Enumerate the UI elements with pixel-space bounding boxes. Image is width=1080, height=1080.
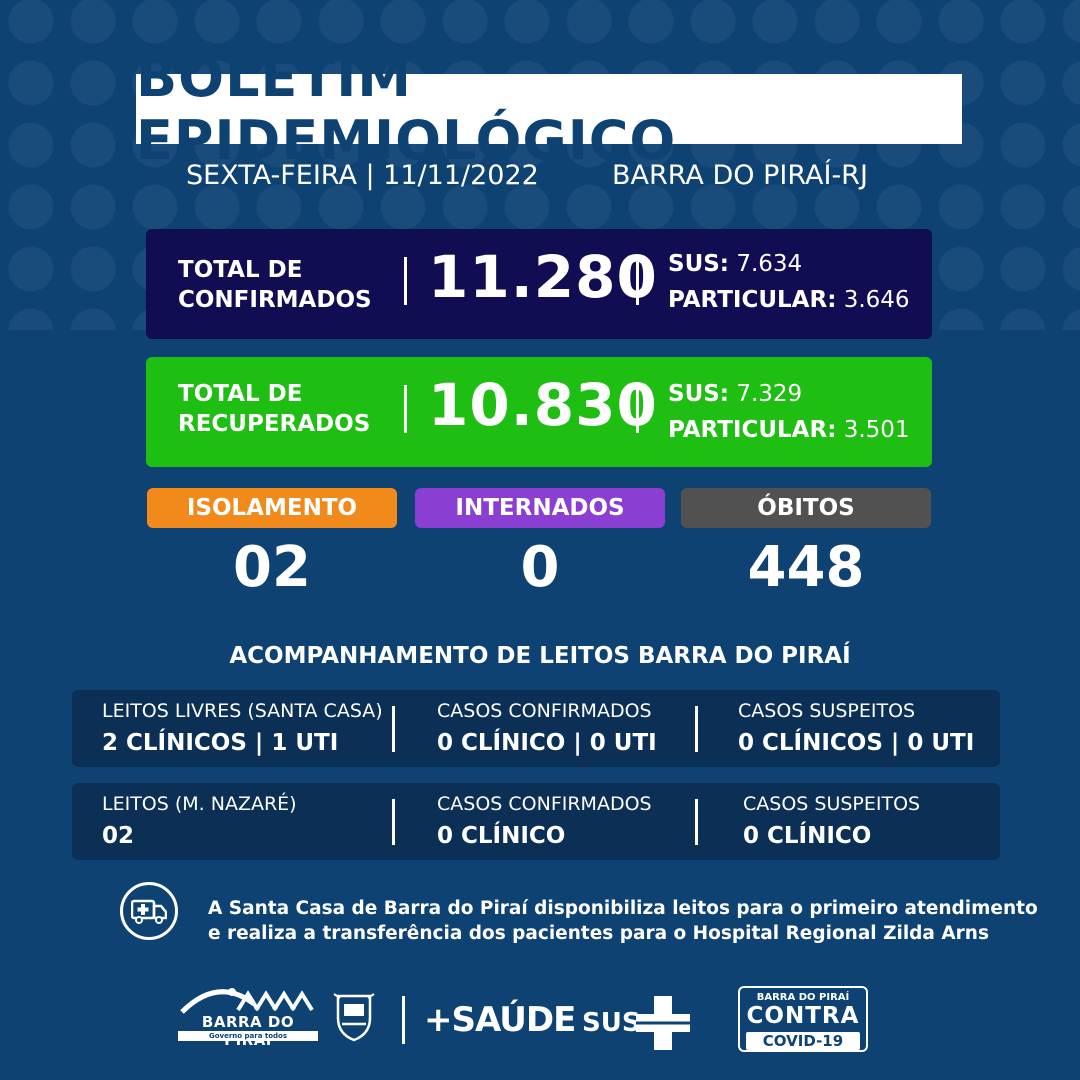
contra-covid-logo: BARRA DO PIRAÍ CONTRA COVID-19 xyxy=(738,986,868,1052)
beds-cell: CASOS SUSPEITOS 0 CLÍNICO xyxy=(743,793,920,849)
cell-heading: LEITOS (M. NAZARÉ) xyxy=(102,793,297,815)
cell-heading: LEITOS LIVRES (SANTA CASA) xyxy=(102,700,383,722)
sus-logo: SUS xyxy=(582,1008,641,1038)
cell-value: 0 CLÍNICO xyxy=(743,823,872,849)
confirmed-label-line1: TOTAL DE xyxy=(178,257,303,283)
particular-value: 3.501 xyxy=(843,417,910,443)
divider xyxy=(695,706,698,752)
cell-value: 0 CLÍNICO xyxy=(437,823,566,849)
barra-do-pirai-logo: BARRA DO PIRAÍ Governo para todos xyxy=(178,982,318,1049)
particular-label: PARTICULAR: xyxy=(668,417,837,443)
divider xyxy=(402,996,405,1044)
beds-panel-santa-casa: LEITOS LIVRES (SANTA CASA) 2 CLÍNICOS | … xyxy=(72,690,1000,767)
page-title: BOLETIM EPIDEMIOLÓGICO xyxy=(136,46,962,172)
beds-cell: LEITOS LIVRES (SANTA CASA) 2 CLÍNICOS | … xyxy=(102,700,383,756)
particular-value: 3.646 xyxy=(843,287,910,313)
cell-heading: CASOS SUSPEITOS xyxy=(743,793,921,815)
beds-cell: CASOS SUSPEITOS 0 CLÍNICOS | 0 UTI xyxy=(738,700,974,756)
sus-label: SUS: xyxy=(668,251,730,277)
confirmed-total: 11.280 xyxy=(428,243,658,311)
recovered-sus: SUS: 7.329 xyxy=(668,381,802,407)
recovered-label-line2: RECUPERADOS xyxy=(178,411,371,437)
city-seal-icon xyxy=(330,990,378,1042)
barra-logo-slogan: Governo para todos xyxy=(178,1031,318,1041)
beds-cell: LEITOS (M. NAZARÉ) 02 xyxy=(102,793,297,849)
confirmed-label: TOTAL DE CONFIRMADOS xyxy=(178,255,388,315)
info-line-2: e realiza a transferência dos pacientes … xyxy=(208,923,989,944)
cell-value: 02 xyxy=(102,823,135,849)
report-date: SEXTA-FEIRA | 11/11/2022 xyxy=(186,160,539,191)
recovered-total: 10.830 xyxy=(428,371,658,439)
obitos-badge: ÓBITOS xyxy=(681,488,931,528)
beds-heading: ACOMPANHAMENTO DE LEITOS BARRA DO PIRAÍ xyxy=(229,643,851,669)
divider xyxy=(636,257,639,305)
cell-value: 2 CLÍNICOS | 1 UTI xyxy=(102,730,339,756)
divider xyxy=(636,385,639,433)
sus-value: 7.329 xyxy=(736,381,803,407)
covid-logo-bottom: COVID-19 xyxy=(746,1032,860,1050)
divider xyxy=(404,257,407,305)
cell-value: 0 CLÍNICOS | 0 UTI xyxy=(738,730,975,756)
divider xyxy=(392,799,395,845)
recovered-label-line1: TOTAL DE xyxy=(178,381,303,407)
divider xyxy=(404,385,407,433)
confirmed-particular: PARTICULAR: 3.646 xyxy=(668,287,910,313)
cell-heading: CASOS SUSPEITOS xyxy=(738,700,916,722)
info-note: A Santa Casa de Barra do Piraí disponibi… xyxy=(208,896,1038,946)
particular-label: PARTICULAR: xyxy=(668,287,837,313)
saude-logo: +SAÚDE xyxy=(424,1000,576,1040)
internados-badge: INTERNADOS xyxy=(415,488,665,528)
isolamento-value: 02 xyxy=(233,535,311,600)
confirmed-label-line2: CONFIRMADOS xyxy=(178,287,372,313)
sus-value: 7.634 xyxy=(736,251,803,277)
report-city: BARRA DO PIRAÍ-RJ xyxy=(612,160,868,191)
info-line-1: A Santa Casa de Barra do Piraí disponibi… xyxy=(208,898,1038,919)
cell-heading: CASOS CONFIRMADOS xyxy=(437,700,652,722)
confirmed-sus: SUS: 7.634 xyxy=(668,251,802,277)
covid-logo-top: BARRA DO PIRAÍ xyxy=(756,992,850,1003)
cell-value: 0 CLÍNICO | 0 UTI xyxy=(437,730,657,756)
recovered-panel: TOTAL DE RECUPERADOS 10.830 SUS: 7.329 P… xyxy=(146,357,932,467)
confirmed-panel: TOTAL DE CONFIRMADOS 11.280 SUS: 7.634 P… xyxy=(146,229,932,339)
obitos-value: 448 xyxy=(747,535,865,600)
beds-cell: CASOS CONFIRMADOS 0 CLÍNICO | 0 UTI xyxy=(437,700,657,756)
sus-label: SUS: xyxy=(668,381,730,407)
sus-cross-icon xyxy=(632,994,694,1052)
ambulance-icon xyxy=(120,882,178,940)
divider xyxy=(392,706,395,752)
recovered-label: TOTAL DE RECUPERADOS xyxy=(178,379,388,439)
internados-value: 0 xyxy=(520,535,560,600)
covid-logo-mid: CONTRA xyxy=(746,1003,860,1029)
beds-cell: CASOS CONFIRMADOS 0 CLÍNICO xyxy=(437,793,652,849)
divider xyxy=(695,799,698,845)
isolamento-badge: ISOLAMENTO xyxy=(147,488,397,528)
cell-heading: CASOS CONFIRMADOS xyxy=(437,793,652,815)
beds-panel-m-nazare: LEITOS (M. NAZARÉ) 02 CASOS CONFIRMADOS … xyxy=(72,783,1000,860)
recovered-particular: PARTICULAR: 3.501 xyxy=(668,417,910,443)
